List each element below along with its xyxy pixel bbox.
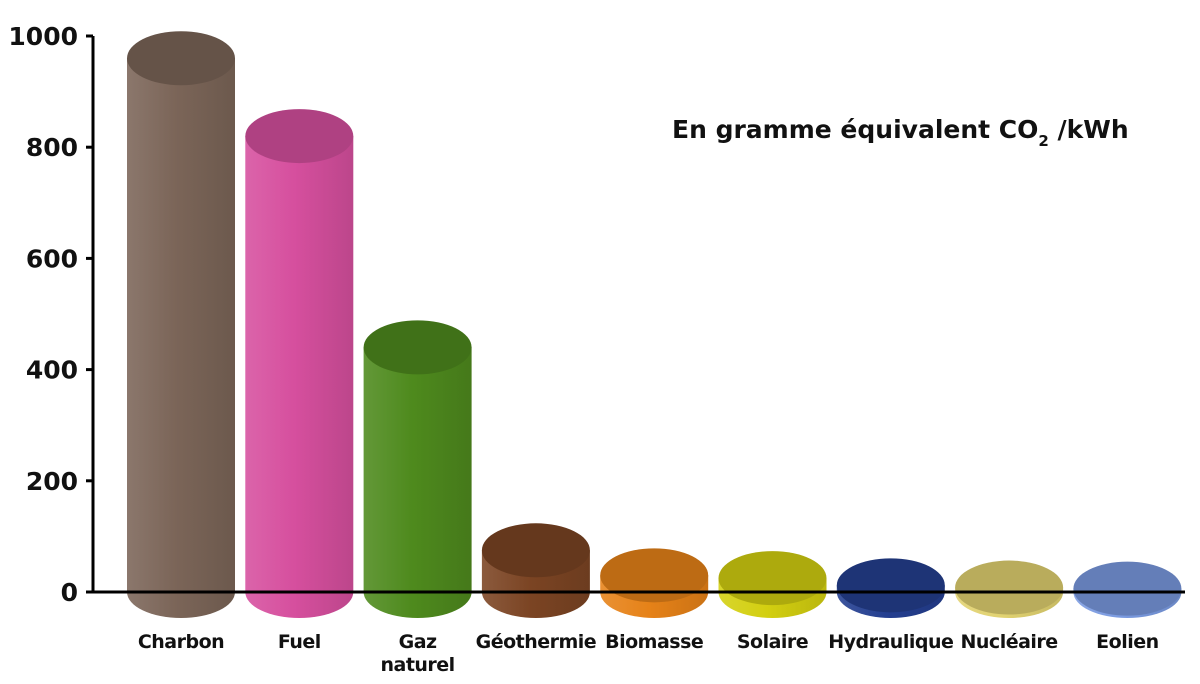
bar-7 bbox=[955, 560, 1064, 618]
bar-top bbox=[363, 320, 472, 375]
y-tick-label: 600 bbox=[26, 244, 78, 273]
x-category-label: Eolien bbox=[1096, 631, 1158, 653]
bar-8 bbox=[1073, 561, 1182, 618]
bar-2 bbox=[363, 320, 472, 618]
unit-annotation-suffix: /kWh bbox=[1049, 115, 1129, 144]
unit-annotation: En gramme équivalent CO2 /kWh bbox=[672, 115, 1129, 150]
bar-top bbox=[955, 560, 1064, 615]
x-category-label: Biomasse bbox=[605, 631, 703, 653]
unit-annotation-subscript: 2 bbox=[1038, 132, 1048, 150]
bar-4 bbox=[600, 548, 709, 618]
bar-top bbox=[245, 109, 354, 164]
y-tick-label: 200 bbox=[26, 467, 78, 496]
bar-body bbox=[245, 136, 354, 618]
bar-3 bbox=[481, 523, 590, 618]
x-category-label: Nucléaire bbox=[961, 631, 1058, 653]
bar-6 bbox=[836, 558, 945, 618]
x-category-label: Hydraulique bbox=[828, 631, 953, 653]
y-tick-label: 1000 bbox=[8, 22, 78, 51]
x-category-label: Fuel bbox=[278, 631, 321, 653]
bar-1 bbox=[245, 109, 354, 618]
bar-5 bbox=[718, 551, 827, 618]
x-category-label: Gaz bbox=[399, 631, 437, 653]
bar-body bbox=[363, 347, 472, 618]
x-category-label: Solaire bbox=[737, 631, 808, 653]
bar-top bbox=[1073, 561, 1182, 616]
bar-top bbox=[127, 31, 235, 86]
y-tick-label: 400 bbox=[26, 356, 78, 385]
y-axis-ticks: 0 200 400 600 800 1000 bbox=[8, 22, 93, 607]
x-category-label: Géothermie bbox=[476, 631, 597, 653]
bar-top bbox=[718, 551, 827, 606]
bar-body bbox=[127, 58, 235, 619]
bar-top bbox=[836, 558, 945, 613]
bar-top bbox=[600, 548, 709, 603]
x-category-label: naturel bbox=[380, 654, 454, 676]
bar-0 bbox=[127, 31, 235, 619]
bar-top bbox=[481, 523, 590, 578]
x-category-label: Charbon bbox=[138, 631, 224, 653]
bars-group bbox=[127, 31, 1182, 619]
y-tick-label: 0 bbox=[61, 578, 78, 607]
y-tick-label: 800 bbox=[26, 133, 78, 162]
unit-annotation-prefix: En gramme équivalent CO bbox=[672, 115, 1038, 144]
